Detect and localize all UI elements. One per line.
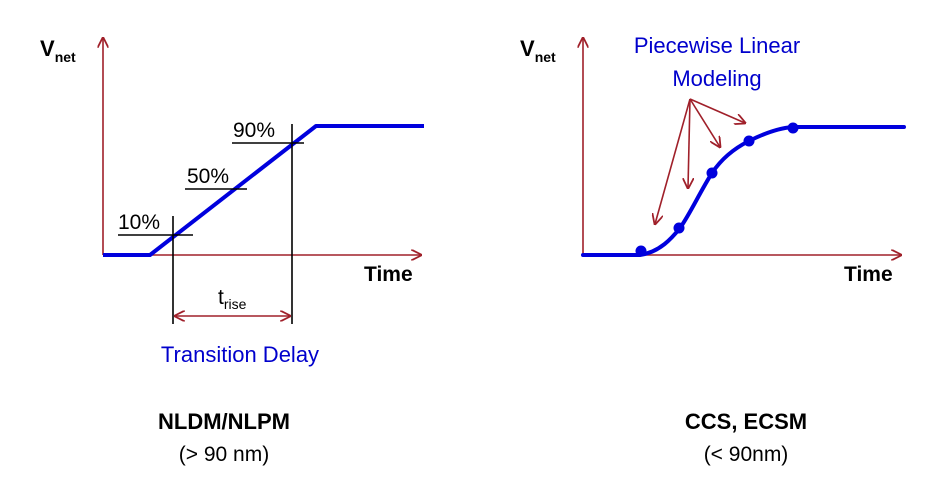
ccs-caption-title: CCS, ECSM bbox=[685, 409, 807, 434]
left-y-axis-subscript: net bbox=[55, 49, 76, 65]
threshold-90-label: 90% bbox=[233, 119, 275, 142]
threshold-50-label: 50% bbox=[187, 165, 229, 188]
ccs-diagram: Vnet Time Piecewise Linear Modeling CCS,… bbox=[520, 33, 906, 466]
annotation-arrow bbox=[689, 98, 720, 147]
nldm-caption-sub: (> 90 nm) bbox=[179, 443, 269, 466]
rise-time-label: trise bbox=[218, 286, 247, 312]
piecewise-point bbox=[787, 122, 799, 134]
annotation-arrow bbox=[688, 98, 690, 188]
piecewise-annotation-line2: Modeling bbox=[672, 66, 761, 91]
piecewise-point bbox=[706, 167, 718, 179]
piecewise-point bbox=[635, 245, 647, 257]
left-y-axis-title: Vnet bbox=[40, 36, 76, 65]
left-x-axis-title: Time bbox=[364, 263, 413, 286]
right-y-axis-title: Vnet bbox=[520, 36, 556, 65]
ramp-waveform bbox=[103, 124, 424, 257]
rise-time-subscript: rise bbox=[224, 296, 247, 312]
ccs-caption-sub: (< 90nm) bbox=[704, 443, 789, 466]
right-y-axis-subscript: net bbox=[535, 49, 556, 65]
nldm-caption-title: NLDM/NLPM bbox=[158, 409, 290, 434]
annotation-arrow bbox=[689, 98, 745, 123]
piecewise-point bbox=[743, 135, 755, 147]
annotation-arrow bbox=[655, 98, 691, 224]
transition-delay-caption: Transition Delay bbox=[161, 342, 319, 367]
piecewise-annotation-line1: Piecewise Linear bbox=[634, 33, 800, 58]
smooth-waveform bbox=[581, 125, 906, 257]
threshold-10-label: 10% bbox=[118, 211, 160, 234]
piecewise-point bbox=[673, 222, 685, 234]
nldm-diagram: Vnet Time 10% 50% 90% trise Transition D… bbox=[40, 36, 424, 466]
right-x-axis-title: Time bbox=[844, 263, 893, 286]
